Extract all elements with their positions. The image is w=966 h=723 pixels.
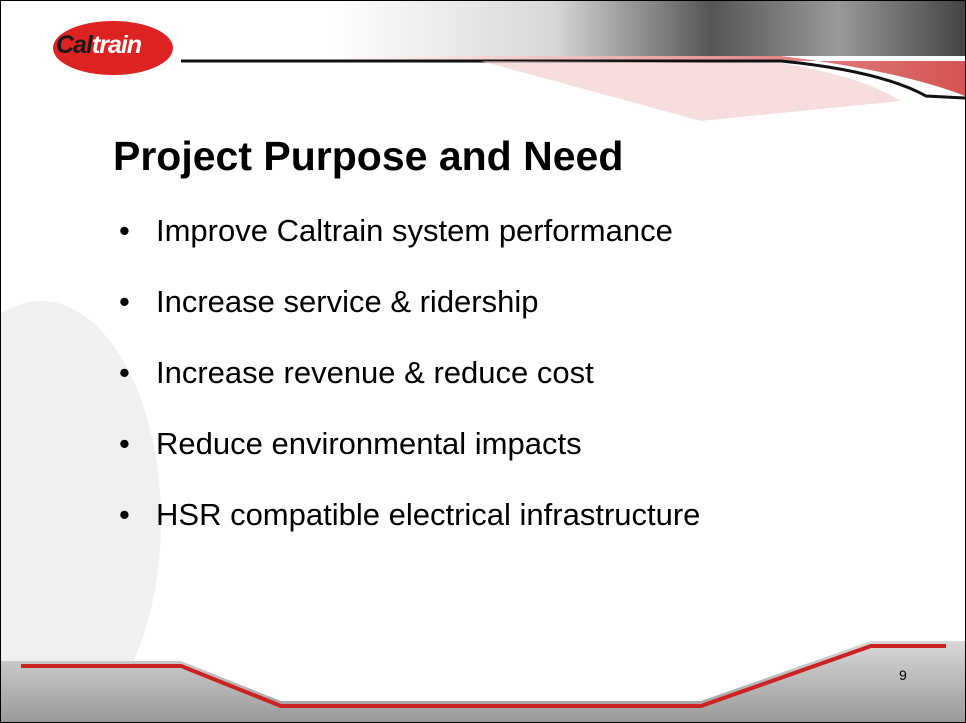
bullet-dot: • <box>119 206 130 256</box>
bullet-text: Increase service & ridership <box>156 284 539 319</box>
bullet-text: Reduce environmental impacts <box>156 426 582 461</box>
bullet-dot: • <box>119 348 130 398</box>
bullet-item: • Increase revenue & reduce cost <box>119 348 700 419</box>
slide: Caltrain Project Purpose and Need • Impro… <box>0 0 966 723</box>
logo: Caltrain <box>56 31 141 60</box>
bullet-dot: • <box>119 277 130 327</box>
bullet-dot: • <box>119 490 130 540</box>
bullet-text: HSR compatible electrical infrastructure <box>156 497 700 532</box>
slide-title: Project Purpose and Need <box>113 133 623 180</box>
bullet-dot: • <box>119 419 130 469</box>
bullet-item: • Reduce environmental impacts <box>119 419 700 490</box>
logo-text: Cal <box>56 31 92 59</box>
bullet-item: • Improve Caltrain system performance <box>119 206 700 277</box>
bullet-text: Improve Caltrain system performance <box>156 213 673 248</box>
bullet-item: • Increase service & ridership <box>119 277 700 348</box>
logo-text: train <box>92 31 141 59</box>
bullet-text: Increase revenue & reduce cost <box>156 355 594 390</box>
bullet-item: • HSR compatible electrical infrastructur… <box>119 490 700 561</box>
bullet-list: • Improve Caltrain system performance • Inc… <box>119 206 700 561</box>
page-number: 9 <box>899 667 907 683</box>
